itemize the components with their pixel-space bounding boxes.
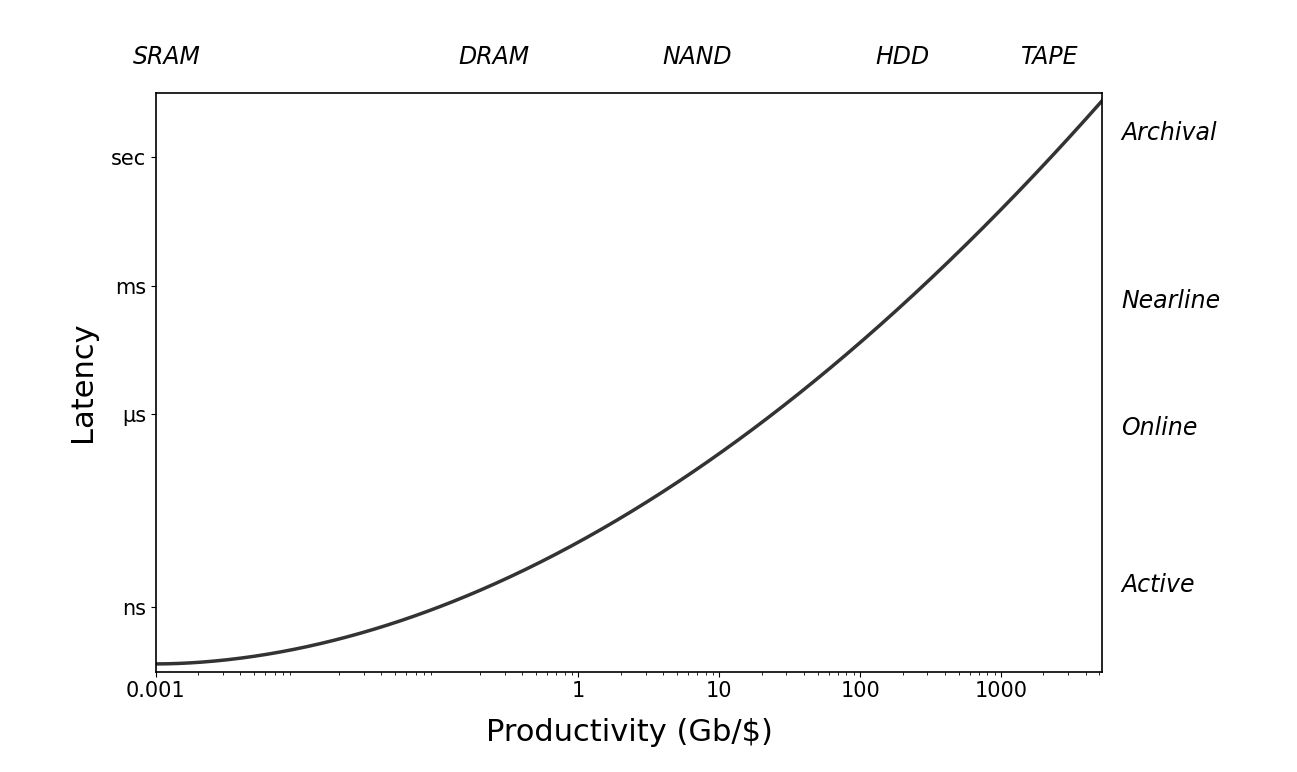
X-axis label: Productivity (Gb/$): Productivity (Gb/$) [485, 718, 773, 747]
Text: DRAM: DRAM [458, 46, 529, 69]
Text: Nearline: Nearline [1122, 289, 1220, 313]
Text: SRAM: SRAM [132, 46, 201, 69]
Text: NAND: NAND [663, 46, 733, 69]
Text: Active: Active [1122, 573, 1195, 597]
Text: TAPE: TAPE [1021, 46, 1078, 69]
Text: Archival: Archival [1122, 121, 1217, 145]
Text: HDD: HDD [875, 46, 930, 69]
Text: Online: Online [1122, 416, 1197, 441]
Y-axis label: Latency: Latency [67, 322, 97, 442]
